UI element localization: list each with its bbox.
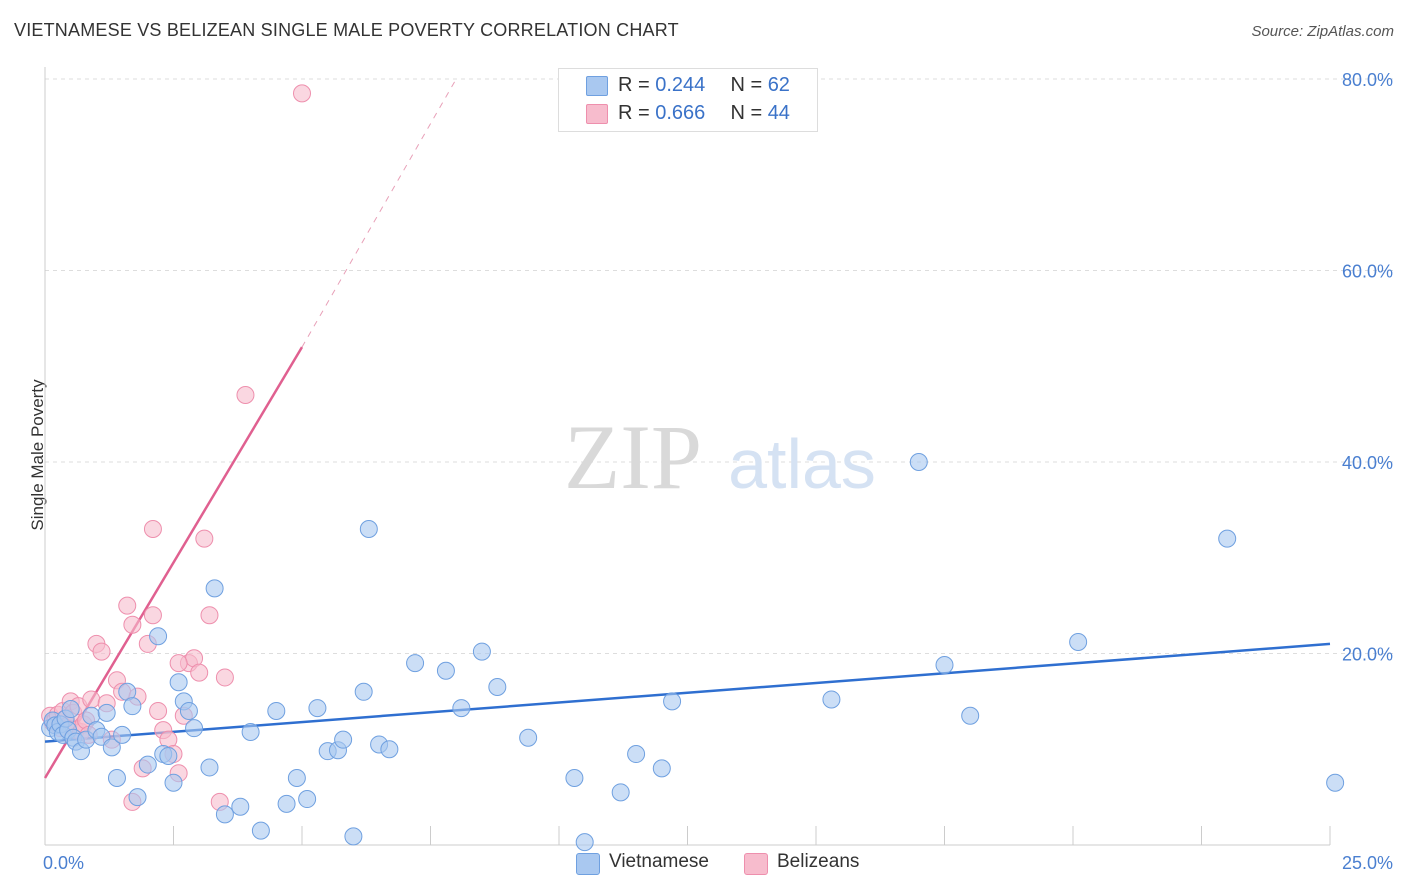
vietnamese-point xyxy=(822,690,841,709)
vietnamese-point xyxy=(287,768,306,787)
watermark-zip: ZIP xyxy=(564,406,702,508)
vietnamese-point xyxy=(380,740,399,759)
vietnamese-point xyxy=(472,642,491,661)
legend-r-value: 0.244 xyxy=(655,74,706,96)
vietnamese-point xyxy=(909,453,928,471)
vietnamese-point xyxy=(961,706,980,725)
vietnamese-point xyxy=(185,719,204,738)
legend-label-vietnamese: Vietnamese xyxy=(609,851,709,872)
legend-swatch-vietnamese xyxy=(586,76,608,96)
vietnamese-point xyxy=(488,678,507,697)
vietnamese-point xyxy=(452,699,471,718)
vietnamese-point xyxy=(123,697,142,716)
vietnamese-point xyxy=(519,728,538,747)
vietnamese-trend-line xyxy=(44,642,1331,743)
chart-title: VIETNAMESE VS BELIZEAN SINGLE MALE POVER… xyxy=(14,20,679,40)
vietnamese-point xyxy=(164,773,183,792)
vietnamese-point xyxy=(359,520,378,539)
vietnamese-point xyxy=(61,700,80,719)
vietnamese-point xyxy=(251,821,270,840)
vietnamese-point xyxy=(113,725,132,744)
legend-swatch-vietnamese xyxy=(576,853,600,875)
legend-swatch-belizeans xyxy=(586,104,608,124)
vietnamese-point xyxy=(200,758,219,777)
legend-r-value: 0.666 xyxy=(655,102,706,124)
vietnamese-point xyxy=(138,755,157,774)
legend-n-value: 44 xyxy=(767,102,790,124)
vietnamese-point xyxy=(1069,633,1088,652)
vietnamese-point xyxy=(354,682,373,701)
belizeans-point xyxy=(143,520,162,539)
belizeans-point xyxy=(293,84,311,103)
vietnamese-point xyxy=(215,805,234,824)
vietnamese-point xyxy=(97,703,116,722)
vietnamese-point xyxy=(334,730,353,749)
series-legend: Vietnamese Belizeans xyxy=(0,851,1406,879)
belizeans-point xyxy=(195,529,214,548)
vietnamese-point xyxy=(241,723,260,742)
belizeans-trend-extension xyxy=(301,78,457,348)
vietnamese-point xyxy=(102,738,121,757)
vietnamese-point xyxy=(308,699,327,718)
legend-n-label: N = xyxy=(730,102,768,124)
vietnamese-point xyxy=(935,655,954,674)
legend-n-label: N = xyxy=(730,74,768,96)
gridlines xyxy=(45,78,1395,654)
x-tick-label: 0.0% xyxy=(43,853,84,873)
vietnamese-point xyxy=(663,692,682,711)
belizeans-point xyxy=(149,701,168,720)
vietnamese-point xyxy=(149,627,168,646)
vietnamese-point xyxy=(1218,529,1237,548)
legend-label-belizeans: Belizeans xyxy=(777,851,860,872)
belizeans-point xyxy=(92,642,111,661)
tick-labels: 20.0% 40.0% 60.0% 80.0% 0.0% 25.0% xyxy=(43,70,1393,873)
belizeans-point xyxy=(215,668,234,687)
vietnamese-point xyxy=(298,790,317,809)
vietnamese-point xyxy=(565,768,584,787)
vietnamese-point xyxy=(436,661,455,680)
belizeans-point xyxy=(143,606,162,625)
vietnamese-point xyxy=(652,759,671,778)
correlation-legend: R = 0.244 N = 62 R = 0.666 N = 44 xyxy=(558,68,818,132)
vietnamese-point xyxy=(169,673,188,692)
vietnamese-point xyxy=(159,746,178,765)
vietnamese-point xyxy=(575,833,594,852)
vietnamese-point xyxy=(205,579,224,598)
belizeans-point xyxy=(118,596,137,615)
vietnamese-point xyxy=(231,797,250,816)
legend-r-label: R = xyxy=(618,74,656,96)
belizeans-point xyxy=(190,663,209,682)
vietnamese-point xyxy=(277,794,296,813)
y-tick-label: 40.0% xyxy=(1342,453,1393,473)
belizeans-point xyxy=(123,615,142,634)
vietnamese-point xyxy=(611,783,630,802)
belizeans-point xyxy=(82,690,101,709)
belizeans-point xyxy=(169,654,188,673)
vietnamese-points xyxy=(41,453,1345,852)
source-credit: Source: ZipAtlas.com xyxy=(1251,23,1394,40)
legend-n-value: 62 xyxy=(767,74,790,96)
vietnamese-point xyxy=(179,701,198,720)
vietnamese-point xyxy=(267,701,286,720)
legend-swatch-belizeans xyxy=(744,853,768,875)
vietnamese-point xyxy=(128,788,147,807)
vietnamese-point xyxy=(406,654,425,673)
y-tick-label: 80.0% xyxy=(1342,70,1393,90)
belizeans-point xyxy=(236,385,255,404)
y-tick-label: 60.0% xyxy=(1342,262,1393,282)
belizeans-point xyxy=(200,606,219,625)
watermark-atlas: atlas xyxy=(728,425,876,503)
legend-r-label: R = xyxy=(618,102,656,124)
vietnamese-point xyxy=(107,768,126,787)
y-tick-label: 20.0% xyxy=(1342,645,1393,665)
vietnamese-point xyxy=(344,827,363,846)
vietnamese-point xyxy=(1326,773,1345,792)
x-tick-label: 25.0% xyxy=(1342,853,1393,873)
vietnamese-point xyxy=(627,745,646,764)
